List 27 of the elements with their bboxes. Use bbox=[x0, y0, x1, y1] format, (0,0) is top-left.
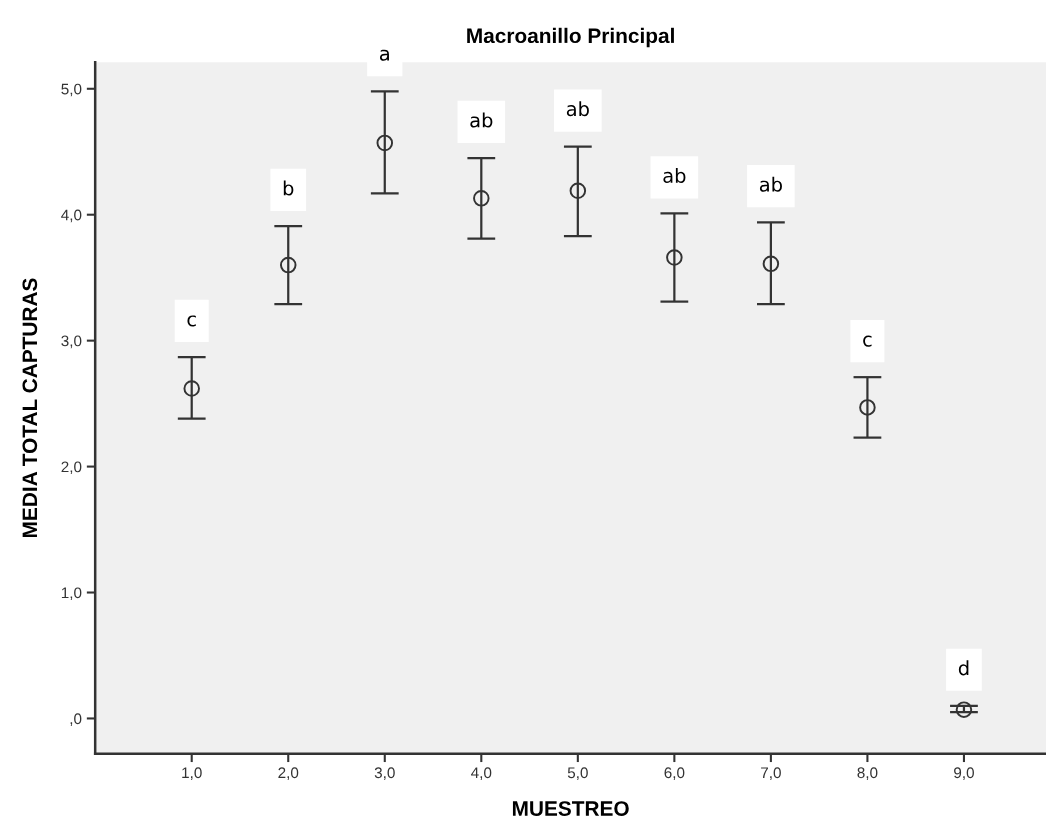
x-tick-label: 4,0 bbox=[471, 767, 492, 780]
y-axis-title: MEDIA TOTAL CAPTURAS bbox=[22, 278, 38, 538]
y-tick-label: 1,0 bbox=[61, 587, 82, 601]
annotation: ab bbox=[470, 112, 493, 128]
annotation: d bbox=[958, 660, 969, 676]
x-tick-label: 7,0 bbox=[761, 767, 781, 780]
x-tick-label: 1,0 bbox=[182, 767, 202, 780]
annotation: c bbox=[187, 315, 196, 327]
x-tick-label: 3,0 bbox=[374, 767, 395, 780]
text: a bbox=[379, 49, 389, 61]
annotation: b bbox=[283, 180, 294, 196]
x-axis-title: MUESTREO bbox=[512, 801, 629, 816]
y-tick-label: 5,0 bbox=[61, 83, 82, 97]
annotation: ab bbox=[566, 101, 589, 117]
y-tick-label: 4,0 bbox=[61, 209, 82, 223]
x-tick-label: 9,0 bbox=[954, 767, 974, 780]
y-tick-label: 3,0 bbox=[61, 335, 82, 349]
x-tick-label: 2,0 bbox=[278, 767, 299, 780]
annotation: ab bbox=[759, 176, 782, 192]
y-tick-label: ,0 bbox=[70, 713, 82, 726]
chart-title: Macroanillo Principal bbox=[467, 27, 674, 48]
annotation: ab bbox=[663, 167, 686, 183]
x-tick-label: 8,0 bbox=[857, 767, 878, 780]
y-tick-label: 2,0 bbox=[61, 461, 82, 475]
x-tick-label: 6,0 bbox=[664, 767, 685, 780]
x-tick-label: 5,0 bbox=[567, 767, 588, 780]
annotation: c bbox=[863, 335, 872, 347]
